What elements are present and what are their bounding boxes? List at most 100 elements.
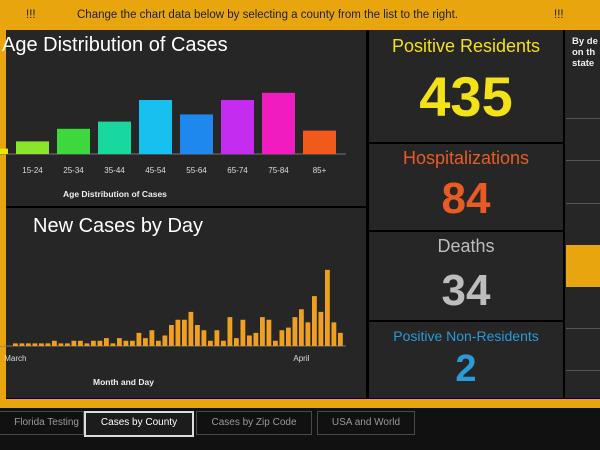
day-bar-39 (253, 332, 259, 346)
day-bar-12 (78, 340, 83, 346)
day-bar-24 (156, 340, 161, 346)
day-bar-14 (91, 340, 96, 346)
county-list-row[interactable] (566, 160, 600, 161)
age-tick-85+: 85+ (312, 166, 327, 175)
age-bar-35-44 (98, 121, 131, 154)
day-bar-45 (292, 317, 298, 346)
positive-residents-value: 435 (419, 65, 513, 128)
age-bar-75-84 (262, 92, 295, 154)
day-bar-27 (175, 319, 181, 346)
tab-florida-testing[interactable]: Florida Testing (0, 411, 84, 435)
tab-cases-by-zip-code[interactable]: Cases by Zip Code (196, 411, 312, 435)
banner-exclaim-right: !!! (554, 9, 564, 21)
age-tick-15-24: 15-24 (22, 166, 43, 175)
day-bar-44 (286, 327, 291, 346)
county-panel-text-line2: on th (572, 47, 596, 58)
day-bar-42 (273, 340, 278, 346)
day-bar-26 (169, 325, 174, 346)
day-bar-37 (240, 319, 246, 346)
day-bar-8 (52, 340, 57, 346)
day-bar-9 (58, 343, 64, 346)
day-bar-48 (312, 296, 317, 346)
day-chart-title: New Cases by Day (33, 215, 204, 237)
age-bar-65-74 (221, 100, 254, 154)
age-tick-55-64: 55-64 (186, 166, 207, 175)
county-list-row[interactable] (566, 328, 600, 329)
day-bar-49 (318, 311, 324, 346)
day-bar-11 (71, 340, 77, 346)
age-bar-85+ (303, 130, 336, 154)
age-tick-35-44: 35-44 (104, 166, 125, 175)
day-bar-0 (0, 343, 5, 346)
day-bar-30 (195, 325, 200, 346)
day-bar-13 (84, 343, 90, 346)
county-list-row[interactable] (566, 118, 600, 119)
day-bar-31 (201, 330, 207, 346)
day-bar-51 (331, 322, 337, 346)
day-bar-6 (39, 343, 44, 346)
tab-cases-by-county[interactable]: Cases by County (84, 411, 194, 437)
day-bar-43 (279, 330, 285, 346)
day-bar-47 (305, 322, 311, 346)
day-bar-46 (299, 309, 304, 346)
day-bar-52 (338, 332, 343, 346)
day-bar-21 (136, 332, 142, 346)
age-tick-25-34: 25-34 (63, 166, 84, 175)
day-bar-32 (208, 340, 213, 346)
age-tick-75-84: 75-84 (268, 166, 289, 175)
county-panel-text-line1: By de (572, 36, 598, 47)
banner-message: Change the chart data below by selecting… (77, 9, 458, 21)
tab-divider-bar (0, 399, 600, 408)
day-bar-40 (260, 317, 265, 346)
age-bar-55-64 (180, 114, 213, 154)
positive-non-residents-value: 2 (455, 348, 477, 390)
day-bar-29 (188, 311, 194, 346)
day-bar-22 (143, 338, 148, 346)
day-bar-28 (182, 319, 187, 346)
deaths-value: 34 (441, 266, 491, 315)
day-bar-34 (221, 340, 226, 346)
day-bar-5 (32, 343, 38, 346)
deaths-label: Deaths (437, 236, 495, 256)
day-bar-50 (325, 269, 330, 346)
county-list-row[interactable] (566, 203, 600, 204)
age-tick-65-74: 65-74 (227, 166, 248, 175)
day-tick-march: March (4, 354, 27, 363)
hospitalizations-value: 84 (441, 174, 491, 223)
county-list-panel (565, 30, 600, 398)
day-bar-15 (97, 340, 103, 346)
age-chart-title: Age Distribution of Cases (2, 34, 228, 56)
county-list-row-selected[interactable] (566, 245, 600, 287)
positive-residents-label: Positive Residents (391, 36, 541, 56)
day-bar-33 (214, 330, 220, 346)
day-bar-25 (162, 335, 168, 346)
day-bar-16 (104, 338, 109, 346)
age-bar-0-14 (0, 148, 8, 154)
age-bar-45-54 (139, 100, 172, 154)
stat-hospitalizations: Hospitalizations 84 (369, 144, 563, 230)
day-chart-x-axis-title: Month and Day (93, 377, 154, 387)
county-list-row[interactable] (566, 370, 600, 371)
day-bar-2 (13, 343, 18, 346)
day-bar-38 (247, 335, 252, 346)
banner-exclaim-left: !!! (26, 9, 36, 21)
day-chart-panel (6, 208, 366, 398)
stat-deaths: Deaths 34 (369, 232, 563, 320)
age-distribution-chart (0, 92, 346, 155)
day-bar-4 (26, 343, 31, 346)
stat-positive-non-residents: Positive Non-Residents 2 (369, 322, 563, 398)
stat-positive-residents: Positive Residents 435 (369, 30, 563, 142)
instruction-banner: !!! Change the chart data below by selec… (0, 0, 600, 30)
tab-usa-and-world[interactable]: USA and World (317, 411, 415, 435)
day-bar-35 (227, 317, 233, 346)
day-bar-17 (110, 343, 116, 346)
day-bar-7 (45, 343, 51, 346)
day-bar-36 (234, 338, 239, 346)
new-cases-by-day-chart (0, 269, 346, 347)
day-bar-41 (266, 319, 272, 346)
age-bar-15-24 (16, 141, 49, 154)
day-bar-3 (19, 343, 25, 346)
age-tick-45-54: 45-54 (145, 166, 166, 175)
day-tick-april: April (293, 354, 310, 363)
day-bar-10 (65, 343, 70, 346)
